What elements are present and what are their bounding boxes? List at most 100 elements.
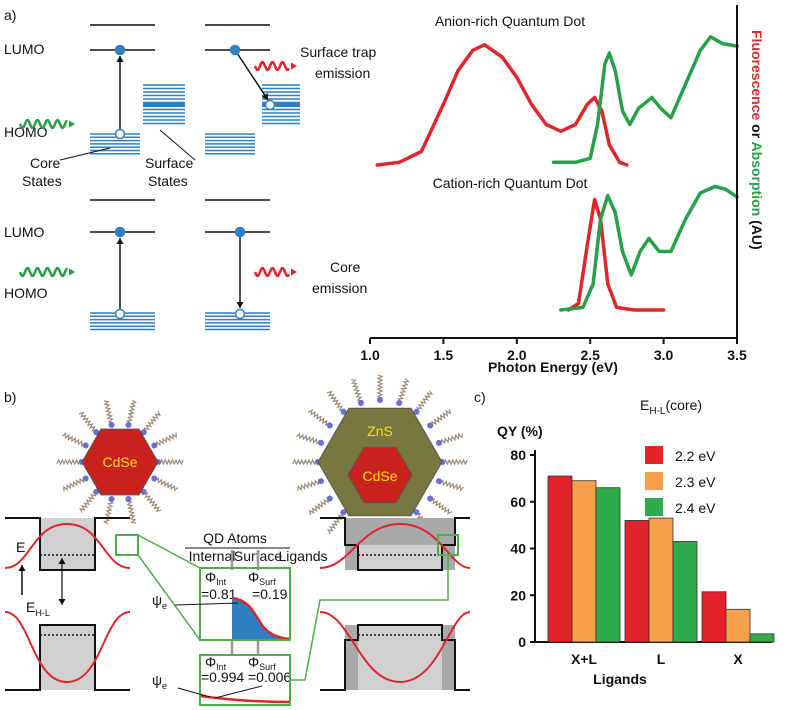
ligand [415, 389, 433, 413]
annotation: emission [312, 280, 367, 296]
band-edge [320, 517, 470, 571]
symbol: E [26, 599, 35, 615]
arrow-head [18, 565, 26, 571]
level-label: LUMO [4, 41, 45, 57]
particle-label: CdSe [362, 468, 397, 484]
y-label-part: (AU) [749, 220, 765, 250]
ligand-head [82, 475, 89, 482]
hole [114, 128, 126, 140]
bar [725, 608, 751, 643]
annotation: QD Atoms [203, 530, 267, 546]
hole [264, 99, 276, 111]
line [177, 687, 211, 698]
panel-label: c) [474, 389, 486, 405]
band-edge [320, 624, 470, 691]
ligand [327, 511, 345, 535]
arrow-head [291, 268, 297, 276]
diagrams [4, 24, 471, 706]
arrow-head [291, 62, 297, 70]
ligand-head [108, 496, 115, 503]
legend-label: 2.2 eV [675, 448, 716, 464]
subscript: Int [216, 577, 227, 587]
bar [648, 517, 674, 643]
legend-title-part: (core) [665, 397, 702, 413]
bar [701, 591, 727, 643]
ligand-head [427, 495, 434, 502]
ligand-head [435, 478, 442, 485]
arrow-head [58, 599, 66, 605]
x-axis-label: Ligands [593, 671, 647, 687]
ligand [102, 498, 115, 525]
band-edge [5, 517, 130, 571]
symbol: ψ [152, 592, 162, 608]
x-tick-label: 3.5 [727, 347, 747, 363]
core [347, 446, 413, 504]
ligand [78, 411, 98, 433]
ligand [376, 374, 384, 401]
ligand [297, 478, 322, 492]
ligand [61, 432, 87, 448]
panel-label: a) [4, 7, 16, 23]
line [59, 147, 111, 161]
ligand-head [318, 439, 325, 446]
x-tick-label: 3.0 [654, 347, 674, 363]
ligand [103, 400, 115, 426]
annotation: emission [315, 65, 370, 81]
zoom-box [115, 534, 139, 556]
electron [234, 226, 246, 238]
annotation: Core [30, 155, 61, 171]
ligand-head [326, 495, 333, 502]
electron [229, 44, 241, 56]
fraction: =0.19 [252, 586, 288, 602]
arrow-head [116, 56, 124, 62]
level-label: HOMO [4, 124, 48, 140]
ligand [125, 498, 137, 524]
ligand-head [82, 442, 89, 449]
density-internal [232, 598, 290, 640]
x-tick-label: 1.5 [434, 347, 454, 363]
phi: ΦInt [205, 654, 227, 672]
x-tick-label: L [657, 651, 666, 667]
ligand-head [396, 400, 403, 407]
symbol: Φ [205, 654, 216, 670]
ligand [438, 478, 464, 492]
ligand-head [413, 408, 420, 415]
spectrum-line [551, 35, 739, 165]
electron [114, 226, 126, 238]
hole [234, 308, 246, 320]
overlay: CdSe CdSe ZnS [102, 423, 397, 484]
ligand [296, 432, 322, 446]
ligand-head [151, 442, 158, 449]
legend-title-part: H-L [649, 406, 666, 417]
ligand-head [340, 509, 347, 516]
subscript: e [162, 681, 167, 691]
x-tick-label: 2.0 [507, 347, 527, 363]
bar [749, 633, 775, 643]
arrow-head [58, 558, 66, 564]
ligand-head [413, 509, 420, 516]
phi: ΦSurf [248, 654, 276, 672]
x-tick-label: 1.0 [360, 347, 380, 363]
line [234, 49, 269, 101]
subscript: H-L [35, 608, 50, 618]
legend-swatch [645, 472, 663, 490]
ligand [307, 409, 331, 427]
wavefunction [199, 694, 291, 704]
line [159, 129, 196, 161]
symbol: Φ [248, 654, 259, 670]
arrow-head [236, 302, 244, 308]
wavefunction [319, 611, 471, 684]
annotation: Internal [189, 548, 236, 564]
arrow-head [261, 93, 268, 100]
ligand [63, 476, 86, 492]
spectrum-line [375, 43, 629, 167]
ligand [350, 379, 364, 404]
line [174, 602, 239, 606]
subscript: e [162, 601, 167, 611]
symbol: ψ [152, 672, 162, 688]
ligand [125, 399, 138, 426]
ligand-head [125, 421, 132, 428]
electron [114, 44, 126, 56]
arrow-head [116, 238, 124, 244]
